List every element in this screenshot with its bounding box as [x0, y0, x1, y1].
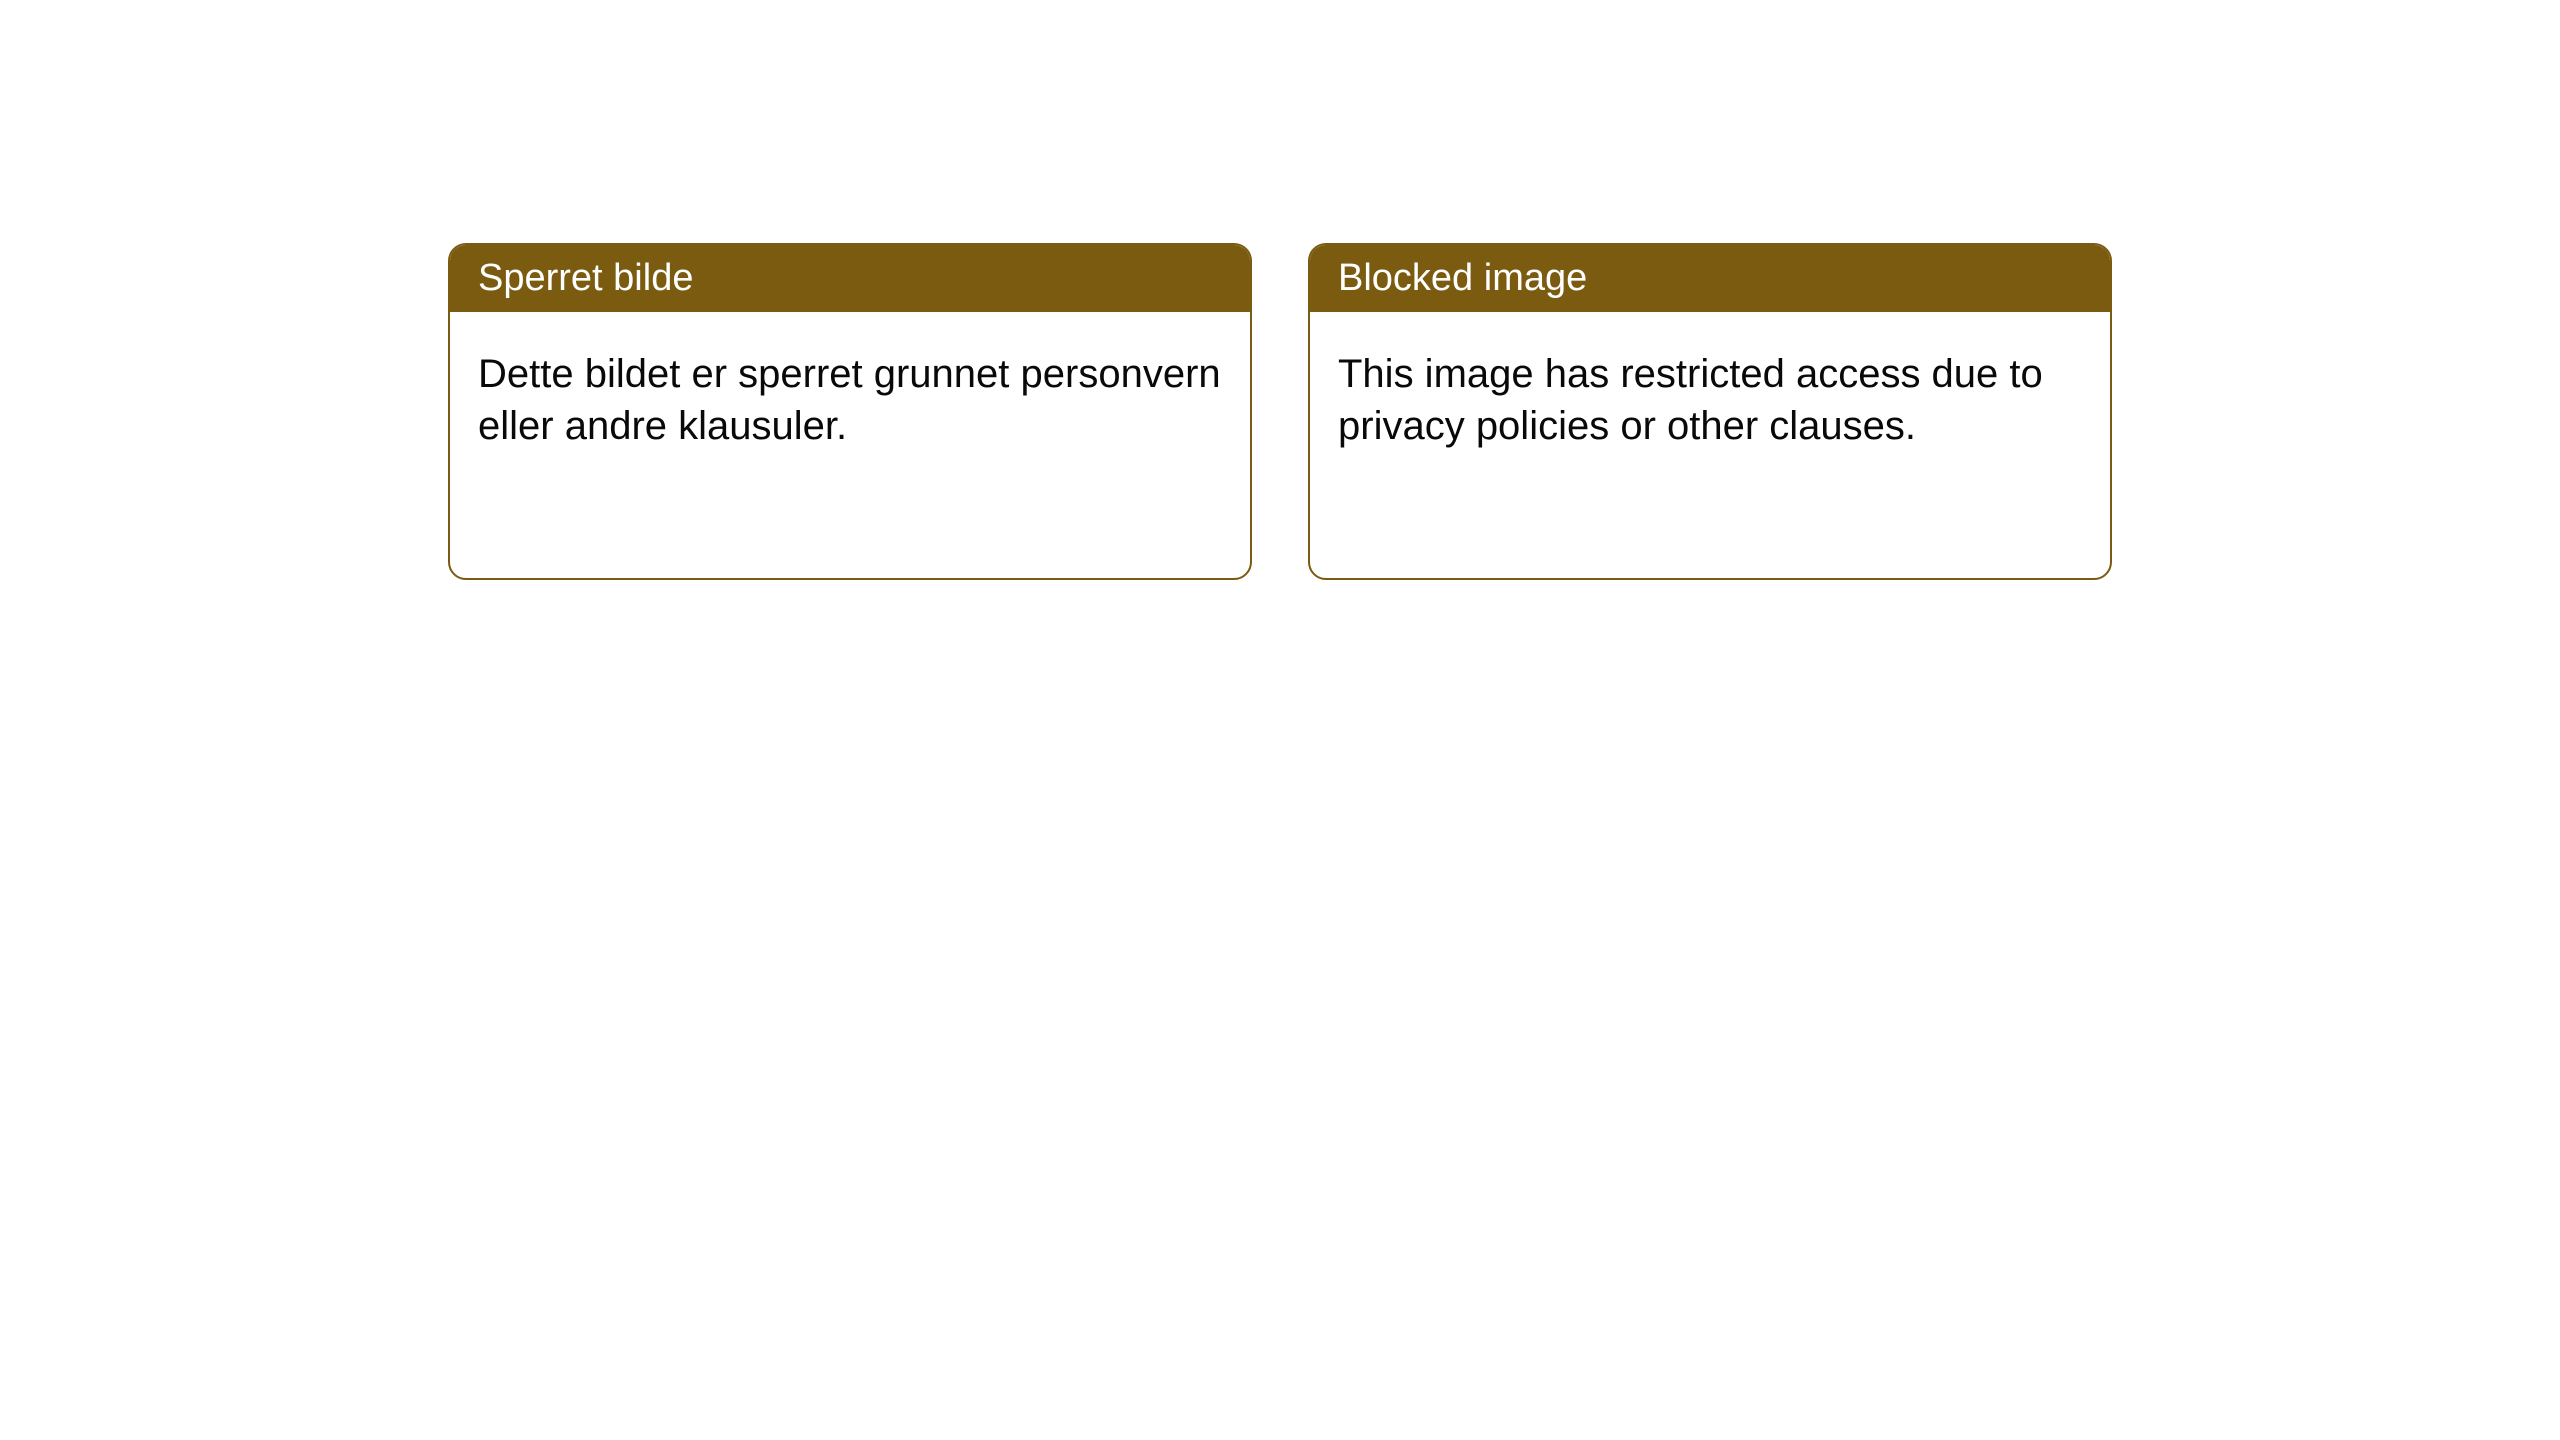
card-header: Sperret bilde — [450, 245, 1250, 312]
blocked-image-card-no: Sperret bilde Dette bildet er sperret gr… — [448, 243, 1252, 580]
card-body: This image has restricted access due to … — [1310, 312, 2110, 488]
card-body-text: Dette bildet er sperret grunnet personve… — [478, 352, 1221, 448]
notice-cards-container: Sperret bilde Dette bildet er sperret gr… — [0, 0, 2560, 580]
card-body: Dette bildet er sperret grunnet personve… — [450, 312, 1250, 488]
card-header: Blocked image — [1310, 245, 2110, 312]
blocked-image-card-en: Blocked image This image has restricted … — [1308, 243, 2112, 580]
card-title: Sperret bilde — [478, 257, 693, 299]
card-body-text: This image has restricted access due to … — [1338, 352, 2043, 448]
card-title: Blocked image — [1338, 257, 1587, 299]
